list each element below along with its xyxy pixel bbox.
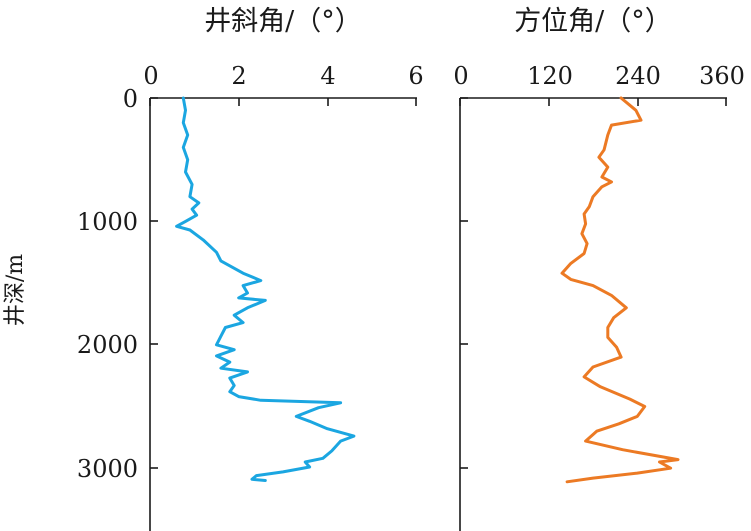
azimuth-x-tick-label: 240 [615, 62, 661, 90]
azimuth-panel: 方位角/（°） 0 120 240 360 [453, 6, 745, 531]
inclination-series-line [175, 96, 356, 482]
azimuth-x-tick-labels: 0 120 240 360 [453, 62, 745, 90]
inclination-panel: 井斜角/（°） 0 2 4 6 0 1000 2000 3000 井深/m [3, 6, 424, 531]
azimuth-x-tick-label: 360 [699, 62, 745, 90]
inclination-x-ticks [149, 98, 417, 106]
azimuth-series-line [560, 96, 680, 484]
azimuth-x-tick-label: 120 [527, 62, 573, 90]
depth-axis-label: 井深/m [3, 254, 28, 326]
inclination-panel-title: 井斜角/（°） [204, 6, 362, 37]
inclination-x-tick-labels: 0 2 4 6 [143, 62, 423, 90]
depth-tick-label: 3000 [77, 455, 138, 483]
azimuth-x-ticks [459, 98, 727, 106]
depth-tick-label: 0 [123, 85, 138, 113]
depth-tick-label: 2000 [77, 331, 138, 359]
depth-tick-label: 1000 [77, 208, 138, 236]
azimuth-y-ticks [460, 97, 468, 469]
inclination-x-tick-label: 6 [408, 62, 423, 90]
azimuth-x-tick-label: 0 [453, 62, 468, 90]
inclination-y-ticks [150, 97, 158, 469]
inclination-x-tick-label: 2 [231, 62, 246, 90]
inclination-x-tick-label: 0 [143, 62, 158, 90]
inclination-x-tick-label: 4 [320, 62, 335, 90]
depth-tick-labels: 0 1000 2000 3000 [77, 85, 138, 483]
azimuth-panel-title: 方位角/（°） [514, 6, 672, 37]
